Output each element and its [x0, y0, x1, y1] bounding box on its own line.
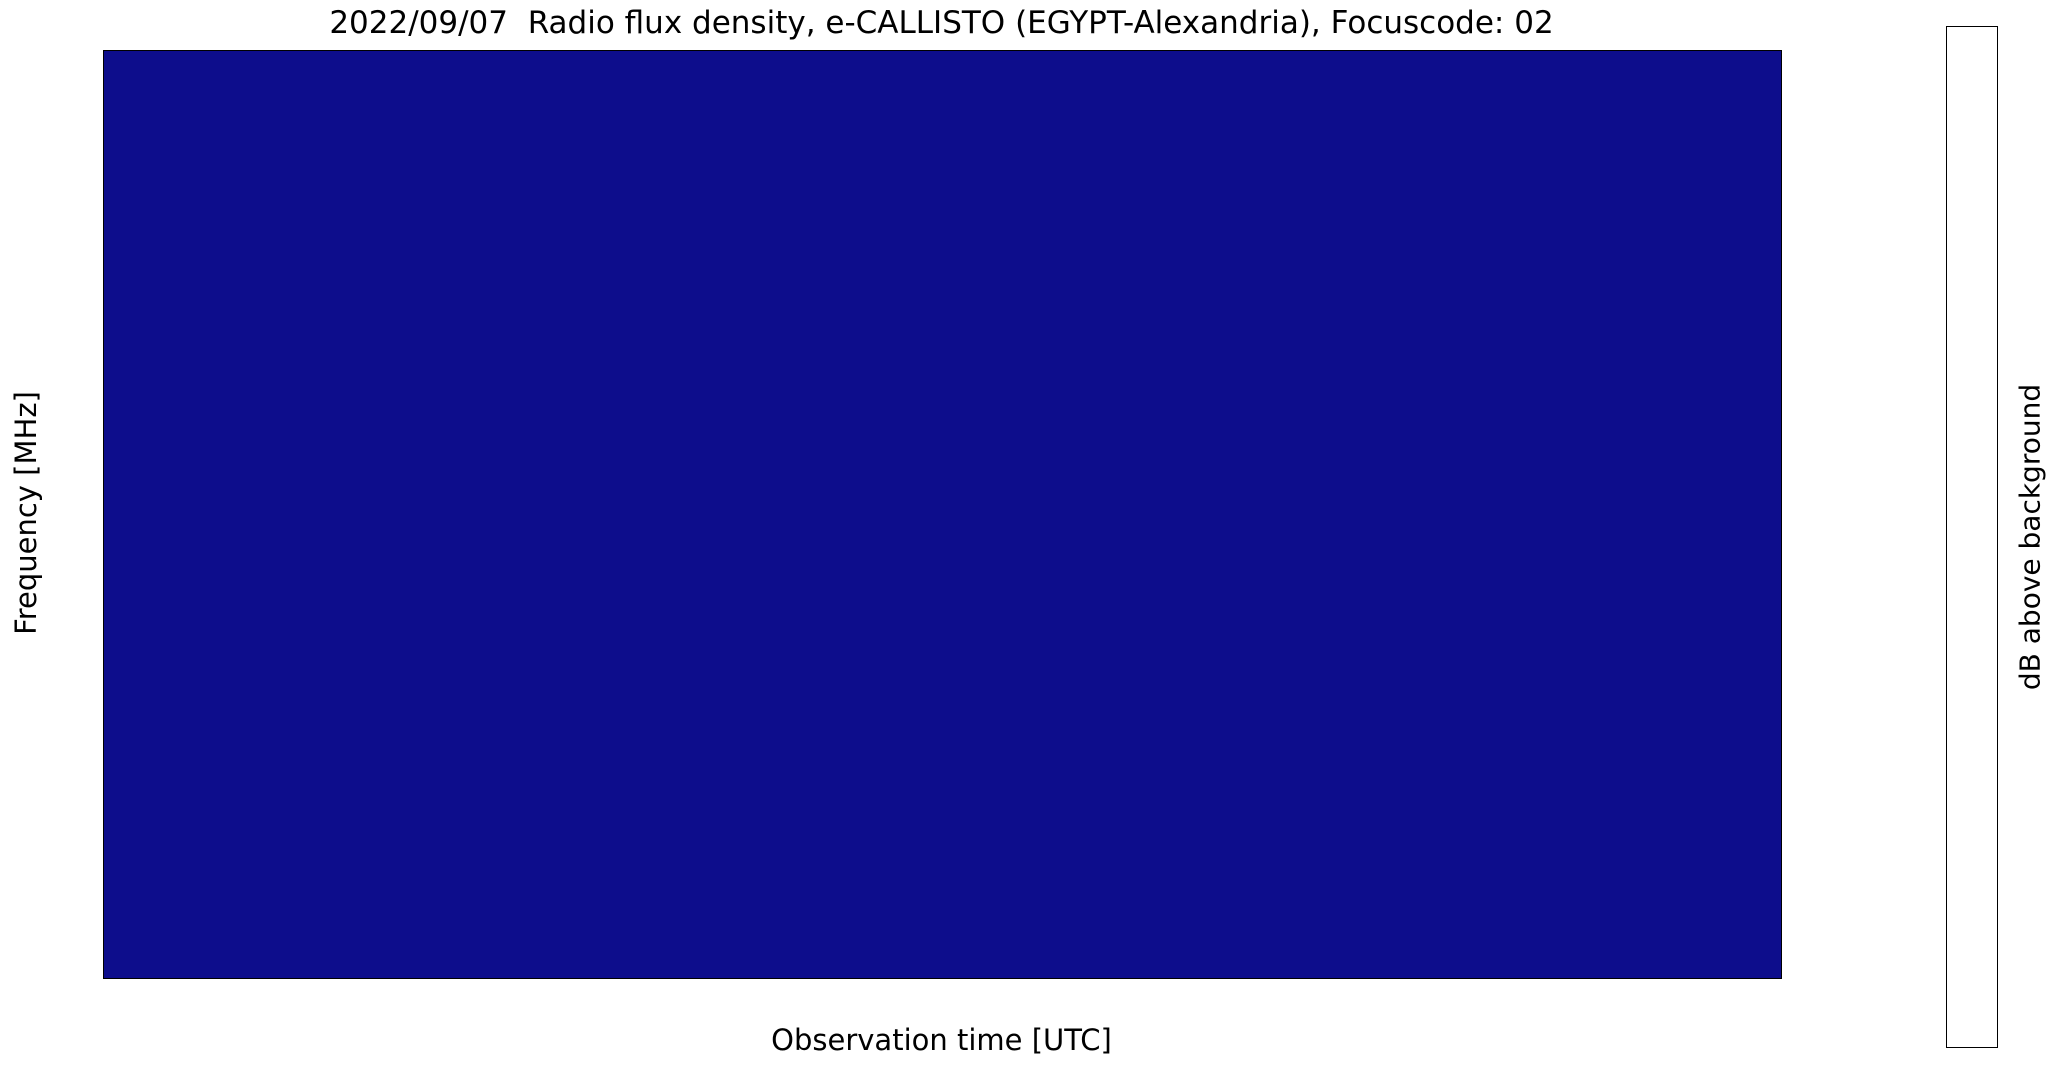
y-axis-label: Frequency [MHz] [9, 391, 43, 635]
colorbar-label: dB above background [2013, 383, 2047, 691]
plot-area [103, 50, 1782, 979]
chart-title: 2022/09/07 Radio flux density, e-CALLIST… [329, 5, 1554, 41]
spectrogram-canvas [104, 51, 1781, 978]
colorbar-canvas [1947, 27, 1997, 1047]
x-axis-label: Observation time [UTC] [771, 1023, 1112, 1057]
colorbar [1946, 26, 1998, 1048]
